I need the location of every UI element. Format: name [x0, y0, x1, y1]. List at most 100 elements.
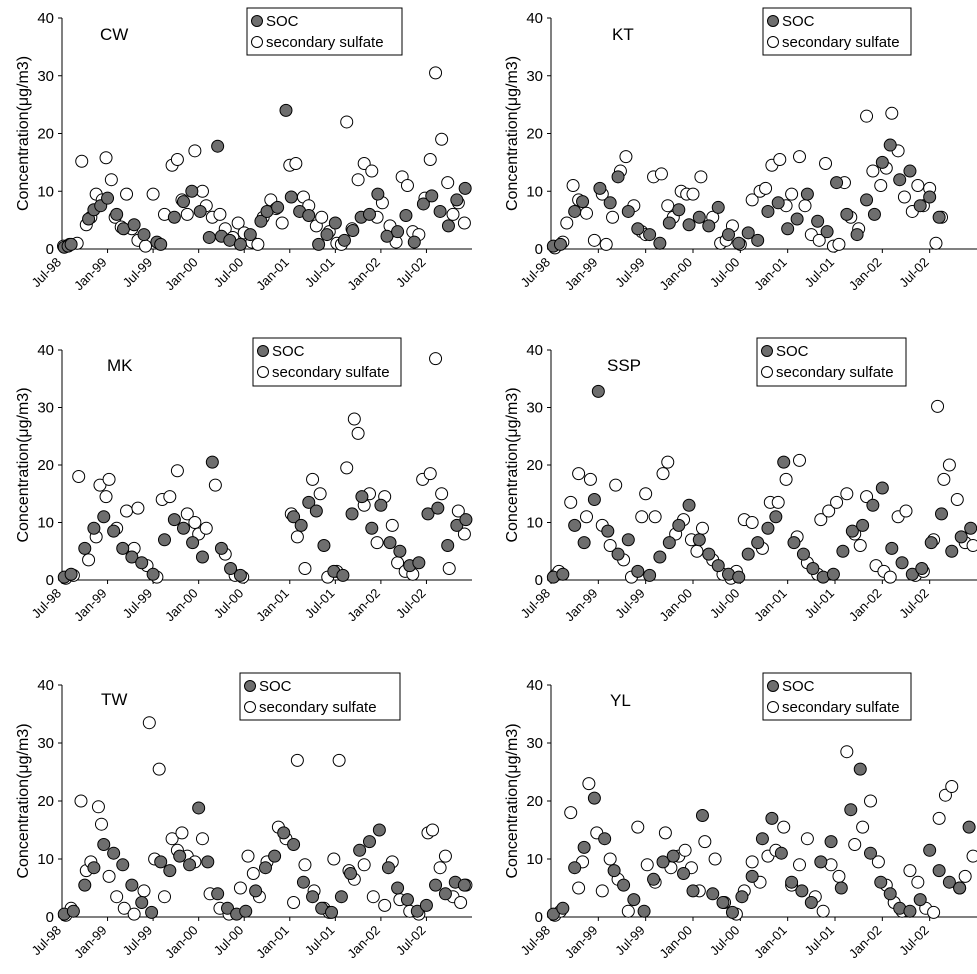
soc-point — [964, 521, 977, 535]
soc-point — [380, 229, 394, 243]
sulfate-point — [74, 794, 88, 808]
y-tick-label: 10 — [37, 515, 54, 532]
soc-point — [429, 878, 443, 892]
x-tick-label: Jul-02 — [393, 586, 429, 622]
sulfate-point — [621, 904, 635, 918]
sulfate-point — [745, 193, 759, 207]
sulfate-point — [290, 753, 304, 767]
soc-point — [294, 518, 308, 532]
sulfate-point — [871, 855, 885, 869]
x-tick-label: Jul-98 — [517, 586, 553, 622]
legend: SOC secondary sulfate — [756, 337, 907, 387]
soc-point — [905, 567, 919, 581]
soc-point — [268, 849, 282, 863]
sulfate-point — [94, 817, 108, 831]
sulfate-point — [199, 521, 213, 535]
x-tick-label: Jul-99 — [120, 923, 156, 959]
x-tick-label: Jan-99 — [71, 255, 110, 294]
soc-point — [125, 550, 139, 564]
soc-point — [923, 190, 937, 204]
soc-point — [233, 237, 247, 251]
soc-point — [365, 521, 379, 535]
sulfate-point — [595, 884, 609, 898]
sulfate-point — [457, 216, 471, 230]
sulfate-point — [932, 811, 946, 825]
soc-point — [193, 204, 207, 218]
soc-point — [176, 195, 190, 209]
y-tick-label: 20 — [526, 126, 543, 143]
sulfate-point — [426, 823, 440, 837]
x-tick-label: Jul-99 — [120, 255, 156, 291]
y-tick-label: 0 — [46, 909, 54, 926]
sulfate-point — [93, 478, 107, 492]
soc-point — [611, 547, 625, 561]
sulfate-point — [188, 516, 202, 529]
soc-point — [211, 887, 225, 901]
soc-point — [337, 233, 351, 247]
soc-point — [755, 832, 769, 846]
soc-point — [431, 501, 445, 515]
y-tick-label: 30 — [526, 735, 543, 752]
soc-point — [702, 219, 716, 233]
soc-point — [706, 887, 720, 901]
x-tick-label: Jan-01 — [751, 586, 790, 625]
x-tick-label: Jul-01 — [801, 255, 837, 291]
sulfate-point — [429, 352, 443, 366]
sulfate-point — [327, 852, 341, 866]
legend-sulfate-marker — [761, 366, 773, 378]
soc-point — [924, 536, 938, 550]
legend-soc-marker — [257, 345, 269, 357]
soc-point — [320, 228, 334, 242]
sulfate-point — [340, 115, 354, 129]
x-tick-label: Jul-02 — [896, 255, 932, 291]
sulfate-point — [180, 507, 194, 521]
soc-point — [587, 493, 601, 506]
legend-box — [762, 7, 912, 56]
legend-soc-label: SOC — [266, 13, 299, 30]
soc-point — [64, 567, 78, 581]
soc-point — [942, 875, 956, 889]
soc-point — [627, 893, 641, 907]
sulfate-point — [275, 216, 289, 230]
x-tick-label: Jan-00 — [656, 255, 695, 294]
sulfate-point — [246, 867, 260, 880]
y-tick-label: 30 — [526, 68, 543, 85]
soc-point — [711, 559, 725, 573]
sulfate-point — [357, 858, 371, 872]
soc-point — [135, 556, 149, 570]
x-tick-label: Jul-99 — [612, 586, 648, 622]
soc-point — [271, 200, 285, 214]
sulfate-point — [619, 150, 633, 164]
soc-point — [441, 539, 455, 552]
soc-point — [312, 237, 326, 251]
sulfate-point — [840, 487, 854, 501]
sulfate-point — [899, 504, 913, 518]
soc-point — [769, 510, 783, 524]
x-tick-label: Jul-02 — [896, 923, 932, 959]
y-tick-label: 0 — [535, 241, 543, 258]
soc-point — [716, 896, 730, 909]
soc-point — [844, 803, 858, 817]
soc-point — [682, 498, 696, 512]
sulfate-point — [860, 109, 874, 123]
sulfate-point — [99, 151, 113, 165]
x-tick-label: Jan-99 — [71, 923, 110, 962]
x-tick-label: Jul-00 — [707, 923, 743, 959]
sulfate-point — [289, 157, 303, 171]
x-tick-label: Jan-02 — [846, 255, 885, 294]
sulfate-point — [848, 838, 862, 851]
soc-point — [954, 530, 968, 544]
x-tick-label: Jul-98 — [28, 586, 64, 622]
soc-point — [233, 568, 247, 582]
sulfate-point — [72, 470, 86, 483]
soc-point — [617, 878, 631, 892]
soc-point — [125, 878, 139, 892]
x-tick-label: Jan-00 — [656, 586, 695, 625]
sulfate-point — [745, 855, 759, 869]
soc-point — [568, 204, 582, 218]
x-tick-label: Jul-01 — [302, 923, 338, 959]
soc-point — [383, 536, 397, 550]
soc-point — [840, 207, 854, 221]
sulfate-point — [170, 152, 184, 166]
